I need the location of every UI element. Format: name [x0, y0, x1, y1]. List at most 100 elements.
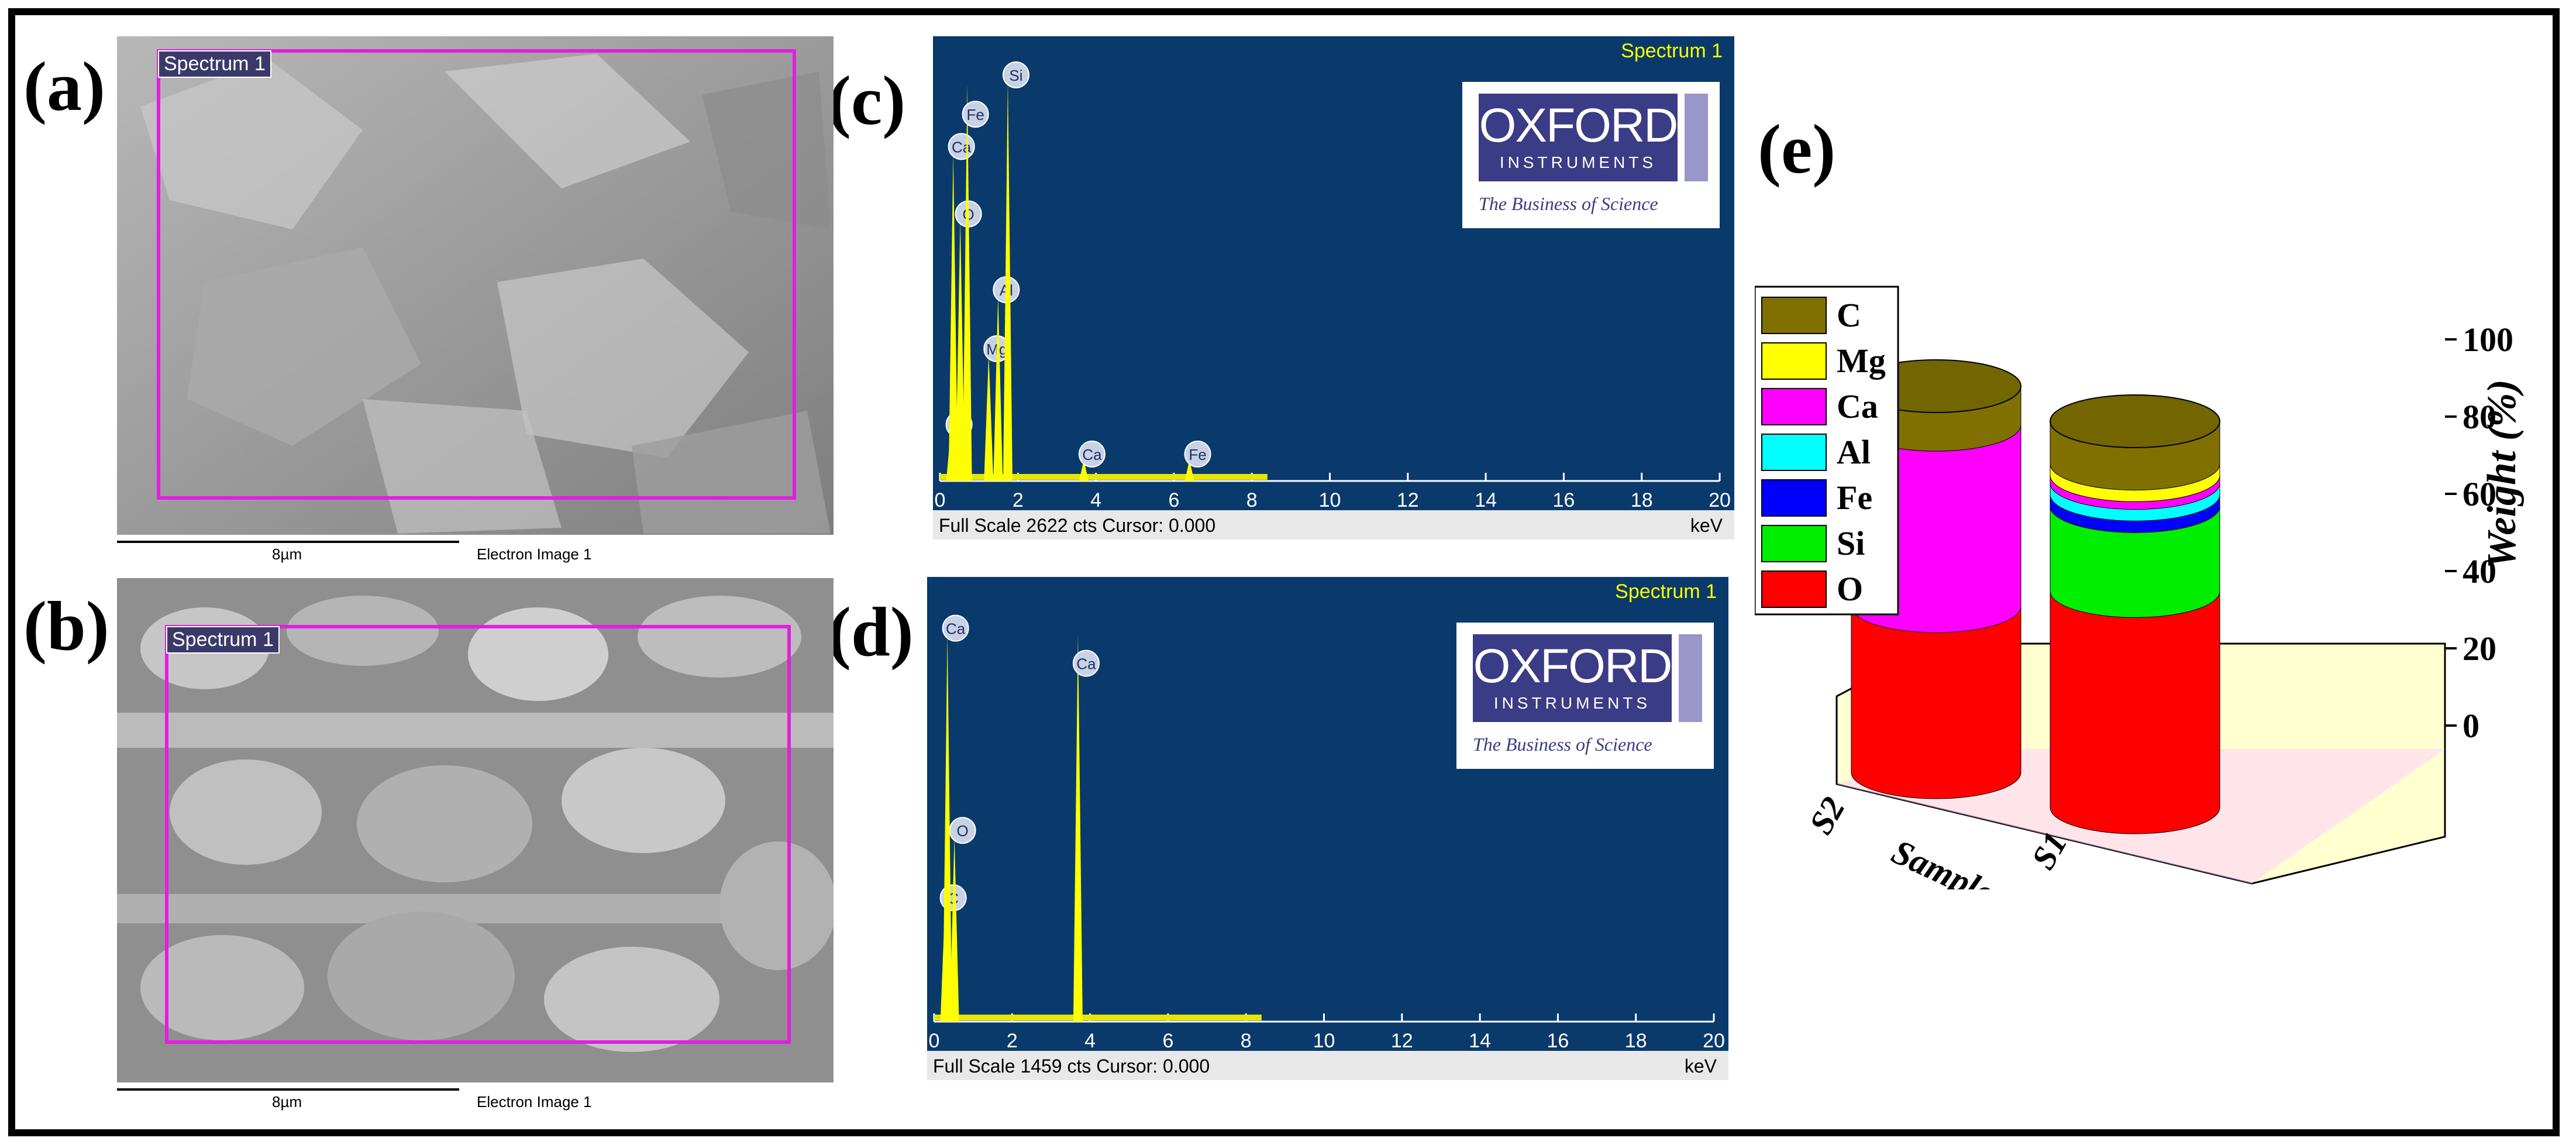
peak-label: Ca — [946, 620, 966, 638]
legend-swatch-ca — [1761, 388, 1827, 425]
scalebar-line — [117, 1088, 459, 1091]
eds-plot: 02468101214161820COCaFeMgAlSiCaFe — [935, 61, 1731, 510]
peak-ca — [1073, 634, 1083, 1022]
x-tick-label: 18 — [1625, 1030, 1647, 1051]
y-tick-label: 0 — [2463, 707, 2479, 745]
legend-swatch-mg — [1761, 342, 1827, 380]
peak-label: Ca — [1082, 446, 1102, 463]
peak-label-badge — [1002, 61, 1029, 88]
x-tick-label: 16 — [1547, 1030, 1569, 1051]
x-tick-label: 12 — [1391, 1030, 1413, 1051]
image-caption: Electron Image 1 — [477, 1093, 592, 1111]
legend-swatch-o — [1761, 570, 1827, 608]
peak-o — [955, 219, 965, 481]
y-tick-label: 40 — [2463, 552, 2496, 590]
peak-ca — [1079, 460, 1089, 481]
eds-footer-text: Full Scale 2622 cts Cursor: 0.000 — [939, 515, 1216, 536]
peak-label: Ca — [1076, 655, 1096, 673]
y-tick-label: 80 — [2463, 398, 2496, 436]
panel-label-c: (c) — [828, 61, 906, 139]
peak-label-badge — [962, 101, 989, 128]
peak-label-badge — [1078, 441, 1106, 468]
x-tick-label: 4 — [1090, 489, 1101, 510]
y-tick-label: 100 — [2463, 321, 2513, 359]
legend: C Mg Ca Al Fe Si O — [1755, 286, 1899, 616]
panel-label-d: (d) — [828, 593, 914, 671]
y-axis-title: Weight (%) — [2479, 379, 2525, 568]
x-axis-title: Sample — [1886, 832, 2000, 889]
peak-ca — [948, 152, 958, 481]
bar-top-cap — [2050, 394, 2220, 448]
x-tick-label: 18 — [1631, 489, 1653, 510]
peak-fe — [962, 85, 972, 481]
peak-label: Fe — [1189, 446, 1206, 463]
peak-ca — [942, 634, 952, 1022]
sem-image-a: Spectrum 1 — [117, 36, 834, 535]
eds-unit: keV — [1684, 1056, 1717, 1077]
roi-box[interactable] — [165, 625, 791, 1044]
peak-label-badge — [1184, 441, 1211, 468]
logo-tagline: The Business of Science — [1479, 193, 1658, 214]
sem-image-b: Spectrum 1 — [117, 578, 834, 1082]
x-tick-label: 14 — [1469, 1030, 1491, 1051]
logo-line2: INSTRUMENTS — [1493, 694, 1651, 712]
image-caption: Electron Image 1 — [477, 545, 592, 563]
legend-swatch-al — [1761, 434, 1827, 471]
background-continuum — [940, 474, 1268, 480]
x-tick-label: 6 — [1168, 489, 1179, 510]
y-tick-label: 60 — [2463, 475, 2496, 513]
eds-footer-text: Full Scale 1459 cts Cursor: 0.000 — [933, 1056, 1210, 1077]
oxford-logo: OXFORD INSTRUMENTS The Business of Scien… — [1456, 623, 1714, 769]
x-tick-label: 14 — [1475, 489, 1497, 510]
peak-label-badge — [1072, 649, 1100, 677]
peak-o — [949, 836, 959, 1022]
roi-box[interactable] — [157, 49, 796, 500]
x-tick-label: 6 — [1162, 1030, 1173, 1051]
peak-label: Ca — [952, 138, 972, 156]
x-tick-label: 20 — [1703, 1030, 1725, 1051]
peak-fe — [1184, 460, 1194, 481]
logo-line1: OXFORD — [1479, 99, 1679, 152]
legend-swatch-c — [1761, 297, 1827, 334]
spectrum-tag[interactable]: Spectrum 1 — [166, 626, 280, 654]
eds-unit: keV — [1690, 515, 1723, 536]
x-tick-label: S2 — [1802, 790, 1852, 841]
x-tick-label: 0 — [929, 1030, 940, 1051]
logo-line1: OXFORD — [1473, 640, 1673, 693]
bar-segment-s2-o — [1851, 606, 2021, 799]
peak-si — [1003, 81, 1013, 481]
peak-label-badge — [942, 614, 969, 642]
eds-footer-bar: Full Scale 2622 cts Cursor: 0.000 keV — [933, 510, 1734, 539]
legend-label: Fe — [1837, 479, 1872, 517]
y-tick-label: 20 — [2463, 630, 2496, 668]
spectrum-tag[interactable]: Spectrum 1 — [158, 50, 271, 78]
peak-label: O — [957, 822, 969, 840]
eds-plot: 02468101214161820COCaCa — [929, 614, 1725, 1051]
x-tick-label: 2 — [1007, 1030, 1018, 1051]
peak-label: Si — [1009, 67, 1022, 84]
x-tick-label: 4 — [1084, 1030, 1096, 1051]
x-tick-label: 8 — [1241, 1030, 1252, 1051]
scalebar-label: 8µm — [272, 1093, 302, 1111]
peak-mg — [984, 355, 994, 481]
scalebar-label: 8µm — [272, 545, 302, 563]
panel-label-b: (b) — [23, 587, 109, 665]
legend-label: Si — [1837, 524, 1865, 562]
scalebar-line — [117, 541, 459, 543]
background-continuum — [934, 1015, 1262, 1020]
logo-line2: INSTRUMENTS — [1499, 153, 1657, 171]
panel-label-a: (a) — [23, 47, 105, 125]
x-tick-label: 10 — [1319, 489, 1341, 510]
legend-swatch-si — [1761, 525, 1827, 562]
legend-label: C — [1837, 296, 1861, 334]
legend-swatch-fe — [1761, 479, 1827, 517]
bar-segment-s1-o — [2050, 591, 2220, 834]
legend-label: Al — [1837, 433, 1871, 471]
spectrum-title: Spectrum 1 — [1621, 40, 1723, 62]
x-tick-label: 2 — [1013, 489, 1024, 510]
x-tick-label: 20 — [1709, 489, 1731, 510]
legend-label: O — [1837, 570, 1863, 608]
x-tick-label: 12 — [1397, 489, 1419, 510]
x-tick-label: 8 — [1246, 489, 1258, 510]
